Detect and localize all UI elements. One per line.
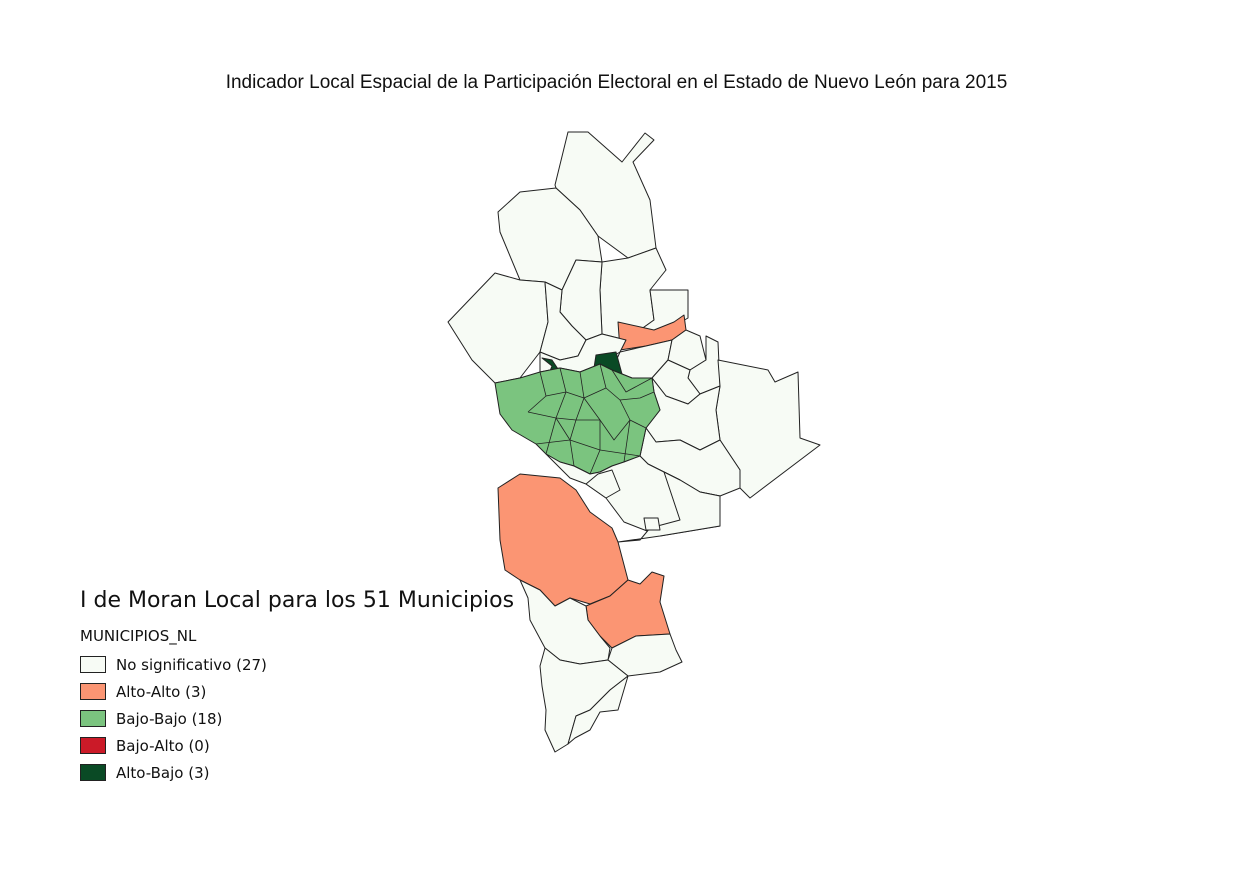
legend-item-alto-bajo: Alto-Bajo (3) (80, 759, 514, 786)
legend-item-alto-alto: Alto-Alto (3) (80, 678, 514, 705)
municipality-border (535, 439, 571, 445)
municipality-polygon (519, 579, 611, 665)
legend-swatch (80, 656, 106, 673)
map-legend: I de Moran Local para los 51 Municipios … (80, 588, 514, 786)
municipality-polygon (617, 471, 721, 543)
map-title: Indicador Local Espacial de la Participa… (225, 72, 1008, 93)
municipality-polygon (447, 272, 549, 384)
municipality-border (599, 419, 631, 441)
legend-swatch (80, 710, 106, 727)
legend-title: I de Moran Local para los 51 Municipios (80, 588, 515, 613)
legend-item-label: Alto-Bajo (3) (116, 763, 210, 782)
legend-item-label: Bajo-Alto (0) (116, 736, 210, 755)
municipality-border (611, 369, 653, 393)
municipality-polygon (643, 517, 661, 531)
legend-item-no-significativo: No significativo (27) (80, 651, 514, 678)
municipality-polygon (567, 675, 629, 745)
municipality-polygon (494, 363, 661, 475)
legend-layer-name: MUNICIPIOS_NL (80, 627, 197, 645)
legend-item-bajo-alto: Bajo-Alto (0) (80, 732, 514, 759)
municipality-border (527, 411, 600, 421)
municipality-border (545, 387, 607, 399)
municipality-border (619, 391, 655, 401)
municipality-border (569, 439, 641, 457)
legend-swatch (80, 683, 106, 700)
legend-item-label: Alto-Alto (3) (116, 682, 207, 701)
municipality-border (569, 397, 585, 441)
legend-item-bajo-bajo: Bajo-Bajo (18) (80, 705, 514, 732)
legend-swatch (80, 764, 106, 781)
municipality-border (545, 417, 557, 455)
legend-item-label: No significativo (27) (116, 655, 267, 674)
legend-swatch (80, 737, 106, 754)
municipality-polygon (585, 469, 621, 499)
municipality-border (629, 419, 647, 429)
legend-item-label: Bajo-Bajo (18) (116, 709, 223, 728)
